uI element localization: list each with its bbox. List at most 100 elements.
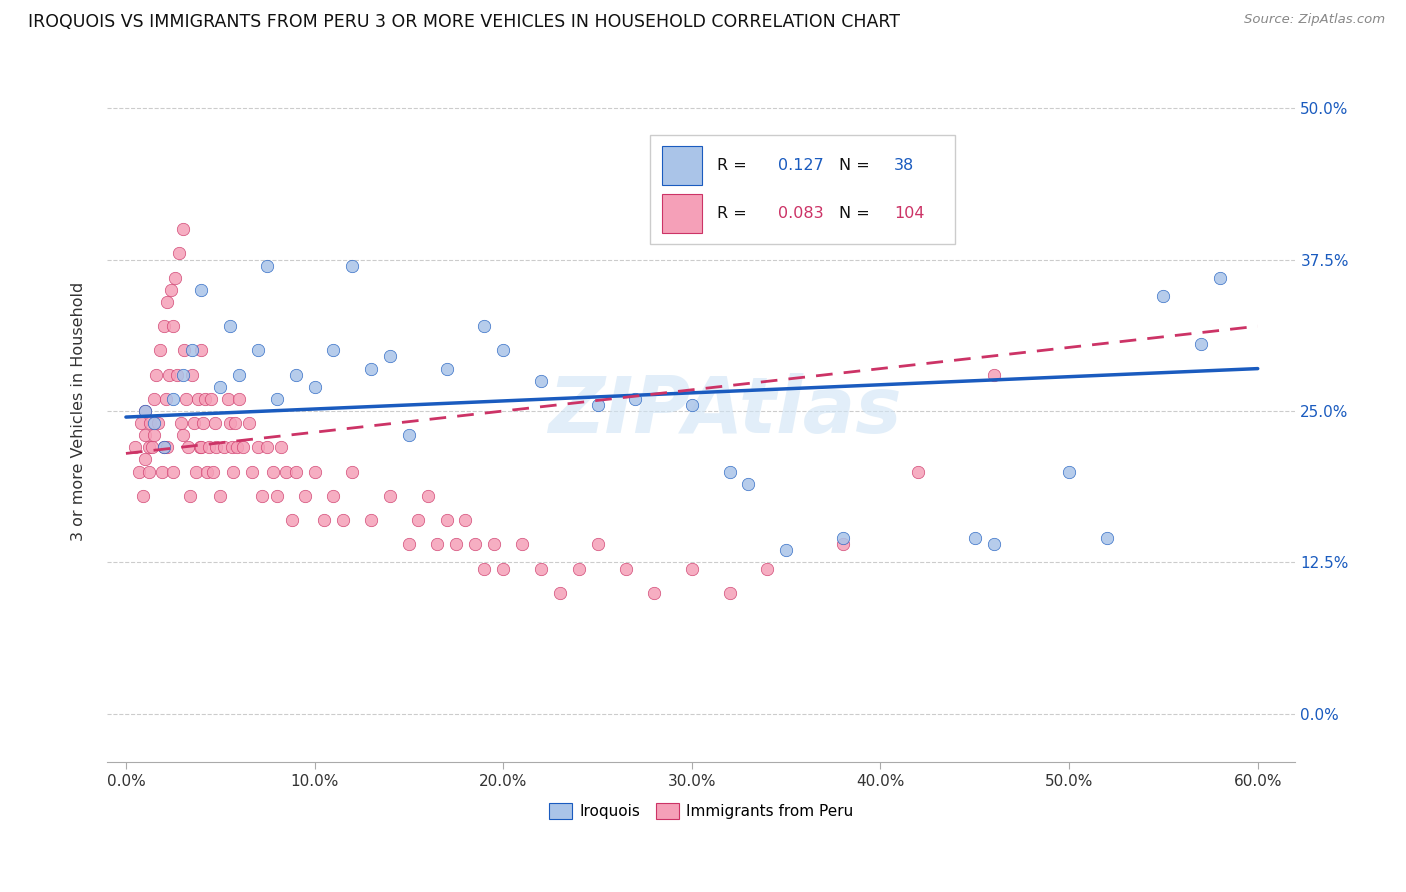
Point (172, 428, 194, 442)
Point (188, 441, 211, 455)
Text: R =: R = (717, 158, 747, 173)
Point (586, 398, 609, 412)
Text: ZIPAtlas: ZIPAtlas (548, 373, 901, 449)
Point (718, 465, 741, 479)
Point (284, 368, 307, 382)
Text: N =: N = (839, 158, 870, 173)
Point (226, 441, 249, 455)
Text: Source: ZipAtlas.com: Source: ZipAtlas.com (1244, 13, 1385, 27)
Point (963, 531, 986, 545)
Point (218, 416, 240, 430)
Point (167, 246, 190, 260)
Point (149, 343, 172, 358)
Point (190, 343, 212, 358)
Point (1209, 270, 1232, 285)
Point (156, 295, 179, 310)
Point (983, 368, 1005, 382)
Point (294, 489, 316, 503)
Point (190, 441, 212, 455)
Point (143, 416, 166, 430)
Point (378, 350, 401, 364)
Point (181, 343, 204, 358)
Point (134, 404, 156, 418)
Point (718, 586, 741, 600)
Point (322, 343, 344, 358)
Point (983, 537, 1005, 551)
Point (472, 561, 495, 575)
Point (195, 465, 218, 479)
Point (614, 561, 637, 575)
Point (204, 416, 226, 430)
Point (378, 489, 401, 503)
Point (205, 441, 228, 455)
Point (510, 537, 533, 551)
Point (332, 513, 354, 527)
Point (530, 561, 553, 575)
Point (436, 361, 458, 376)
Point (416, 489, 439, 503)
Point (304, 380, 326, 394)
Point (166, 368, 188, 382)
Point (169, 416, 191, 430)
Point (162, 319, 184, 334)
Point (200, 392, 222, 406)
Point (221, 441, 243, 455)
Point (139, 416, 162, 430)
Point (322, 489, 344, 503)
Point (831, 531, 853, 545)
Text: 104: 104 (894, 206, 924, 221)
Point (737, 476, 759, 491)
Point (176, 392, 198, 406)
Point (146, 416, 169, 430)
Point (177, 441, 200, 455)
Point (472, 319, 495, 334)
Legend: Iroquois, Immigrants from Peru: Iroquois, Immigrants from Peru (543, 797, 859, 825)
Point (398, 428, 420, 442)
Point (172, 368, 194, 382)
Point (342, 259, 364, 273)
Point (218, 319, 240, 334)
Point (217, 392, 239, 406)
Point (222, 465, 245, 479)
Point (530, 374, 553, 388)
Point (162, 392, 184, 406)
Point (134, 404, 156, 418)
Point (173, 343, 195, 358)
Text: N =: N = (839, 206, 870, 221)
Point (181, 368, 204, 382)
Point (408, 513, 430, 527)
Point (155, 392, 177, 406)
Y-axis label: 3 or more Vehicles in Household: 3 or more Vehicles in Household (72, 281, 86, 541)
Text: 0.127: 0.127 (778, 158, 824, 173)
Point (436, 513, 458, 527)
Point (304, 465, 326, 479)
Point (190, 283, 212, 297)
Bar (662, 145, 702, 185)
Point (162, 465, 184, 479)
Point (228, 368, 250, 382)
Point (1095, 531, 1118, 545)
Point (183, 416, 205, 430)
Point (266, 489, 288, 503)
Point (262, 465, 284, 479)
Point (172, 222, 194, 236)
Point (1152, 289, 1174, 303)
Text: R =: R = (717, 206, 747, 221)
Point (138, 441, 160, 455)
Point (212, 441, 235, 455)
Point (184, 465, 207, 479)
Point (198, 441, 221, 455)
Point (134, 452, 156, 467)
Point (152, 441, 174, 455)
Point (1057, 465, 1080, 479)
Point (281, 513, 304, 527)
Bar (662, 194, 702, 234)
Point (276, 465, 298, 479)
Text: 38: 38 (894, 158, 914, 173)
Point (232, 441, 254, 455)
Point (201, 465, 224, 479)
Point (187, 392, 209, 406)
Point (138, 465, 160, 479)
Point (775, 543, 797, 558)
Point (266, 392, 288, 406)
